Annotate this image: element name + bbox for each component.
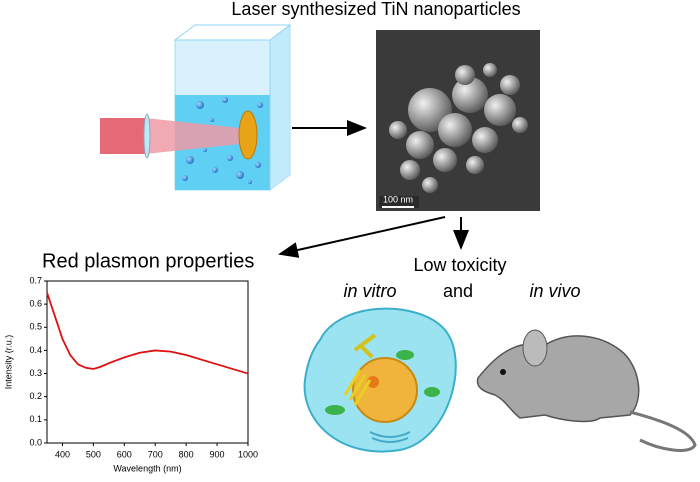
y-tick-label: 0.2 (29, 391, 42, 401)
in-vitro: in vitro (343, 281, 396, 301)
cuvette-illustration (100, 24, 292, 191)
in-vivo: in vivo (529, 281, 580, 301)
x-tick-label: 400 (55, 449, 70, 459)
x-tick-label: 500 (86, 449, 101, 459)
and: and (443, 281, 473, 301)
x-tick-label: 700 (148, 449, 163, 459)
spectrum-line (46, 292, 249, 375)
sem-image: 100 nm (376, 30, 540, 211)
chart-title: Red plasmon properties (42, 250, 254, 272)
mouse-illustration (476, 329, 697, 452)
y-tick-label: 0.5 (29, 322, 42, 332)
scale-label: 100 nm (383, 194, 413, 204)
y-tick-label: 0.7 (29, 275, 42, 285)
x-tick-label: 800 (179, 449, 194, 459)
x-axis-label: Wavelength (nm) (113, 463, 181, 473)
y-axis-label: Intensity (r.u.) (3, 335, 13, 390)
plot-frame (46, 280, 249, 444)
spectrum-chart: 0.0 0.1 0.2 0.3 0.4 0.5 0.6 0.7 400 500 600 700 800 9… (3, 275, 258, 473)
y-tick-label: 0.6 (29, 299, 42, 309)
y-tick-label: 0.0 (29, 437, 42, 447)
cell-illustration (303, 307, 457, 453)
arrow (278, 216, 446, 258)
x-tick-label: 600 (117, 449, 132, 459)
title: Laser synthesized TiN nanoparticles (231, 0, 520, 19)
y-tick-label: 0.3 (29, 368, 42, 378)
y-tick-label: 0.4 (29, 345, 42, 355)
y-tick-label: 0.1 (29, 414, 42, 424)
x-tick-label: 900 (210, 449, 225, 459)
x-tick-label: 1000 (238, 449, 258, 459)
toxicity-title: Low toxicity (413, 255, 506, 275)
